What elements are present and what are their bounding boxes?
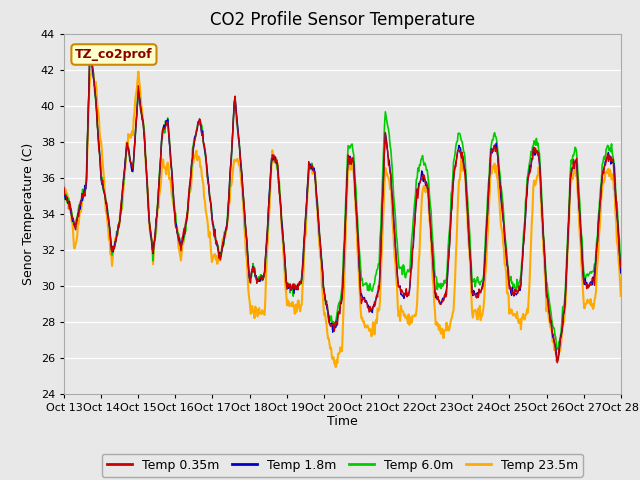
Legend: Temp 0.35m, Temp 1.8m, Temp 6.0m, Temp 23.5m: Temp 0.35m, Temp 1.8m, Temp 6.0m, Temp 2… — [102, 454, 583, 477]
Text: TZ_co2prof: TZ_co2prof — [75, 48, 153, 61]
X-axis label: Time: Time — [327, 415, 358, 429]
Title: CO2 Profile Sensor Temperature: CO2 Profile Sensor Temperature — [210, 11, 475, 29]
Y-axis label: Senor Temperature (C): Senor Temperature (C) — [22, 143, 35, 285]
